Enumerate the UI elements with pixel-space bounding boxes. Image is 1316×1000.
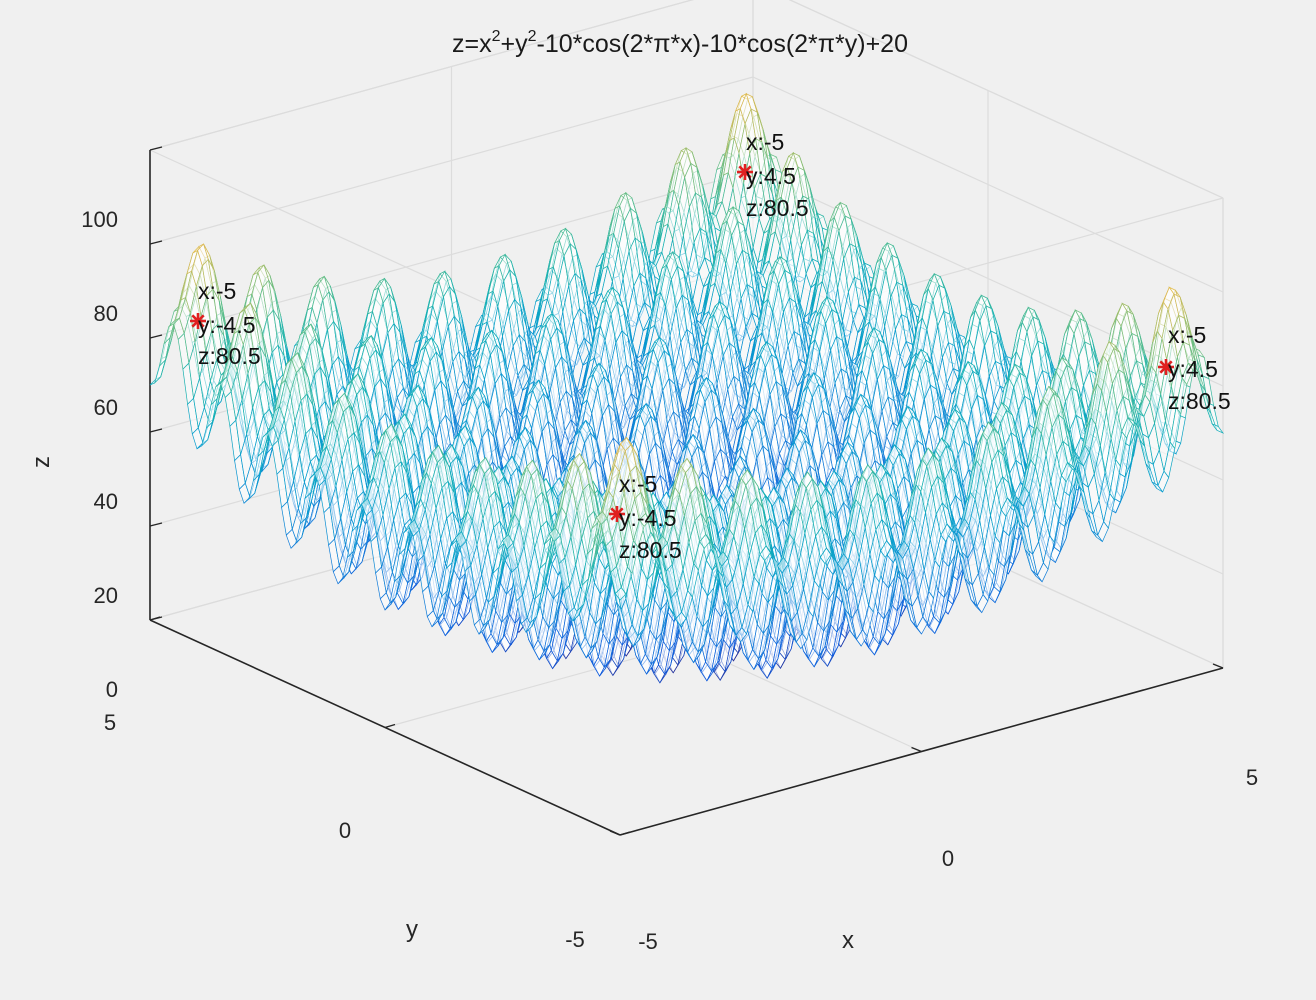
wall-grid-line (752, 170, 1224, 387)
box-edge (149, 0, 694, 151)
z-tick-mark (149, 334, 163, 339)
z-tick-mark (149, 240, 163, 245)
surface-mesh (149, 92, 1225, 684)
y-tick-mark (619, 831, 631, 836)
x-tick-mark (609, 830, 621, 836)
y-tick-mark (149, 616, 161, 621)
wall-grid-line (752, 76, 1224, 293)
y-tick-mark (384, 723, 396, 729)
box-edge (788, 0, 1224, 199)
wall-grid-line (149, 76, 754, 245)
x-tick-mark (911, 746, 922, 753)
x-tick-mark (1212, 663, 1224, 669)
z-tick-mark (149, 428, 163, 433)
z-tick-mark (149, 146, 163, 151)
z-tick-mark (149, 522, 163, 527)
